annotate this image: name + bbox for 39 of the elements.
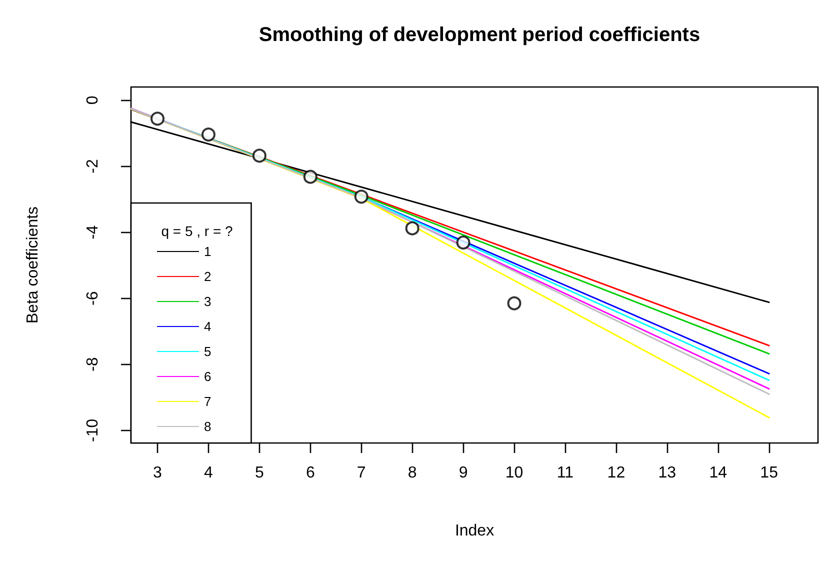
legend-label: 5 [204, 344, 212, 359]
point [507, 296, 522, 310]
point [456, 236, 470, 250]
x-tick-label: 14 [709, 464, 728, 482]
point [201, 128, 216, 142]
y-axis-title: Beta coefficients [24, 206, 42, 324]
y-tick-label: -2 [84, 159, 102, 174]
legend-label: 3 [204, 294, 212, 309]
y-tick-label: -4 [84, 225, 102, 240]
x-tick-label: 10 [505, 464, 524, 482]
x-tick-label: 9 [458, 464, 468, 482]
x-tick-label: 11 [556, 464, 574, 482]
point [354, 190, 368, 204]
y-tick-label: -6 [84, 291, 102, 306]
x-tick-label: 5 [254, 464, 264, 482]
x-tick-label: 8 [408, 464, 417, 482]
x-tick-label: 3 [153, 464, 162, 482]
y-tick-label: -8 [84, 357, 102, 372]
legend-label: 4 [204, 319, 212, 334]
y-tick-label: 0 [84, 96, 102, 105]
chart-title: Smoothing of development period coefficients [258, 24, 700, 46]
point [150, 112, 164, 126]
point [405, 221, 420, 236]
x-tick-label: 12 [607, 464, 626, 482]
legend-label: 8 [204, 419, 212, 434]
legend-label: 7 [204, 394, 212, 409]
x-tick-label: 4 [204, 464, 214, 482]
y-tick-label: -10 [84, 418, 102, 442]
legend-title: q = 5 , r = ? [161, 223, 234, 239]
point [252, 148, 266, 163]
legend-label: 1 [204, 244, 212, 259]
x-tick-label: 13 [658, 464, 676, 482]
x-axis-title: Index [454, 522, 494, 540]
x-tick-label: 7 [356, 464, 366, 482]
x-tick-label: 15 [760, 464, 778, 482]
legend-label: 6 [204, 369, 212, 384]
legend-label: 2 [204, 269, 212, 284]
x-tick-label: 6 [306, 464, 315, 482]
point [303, 170, 318, 184]
